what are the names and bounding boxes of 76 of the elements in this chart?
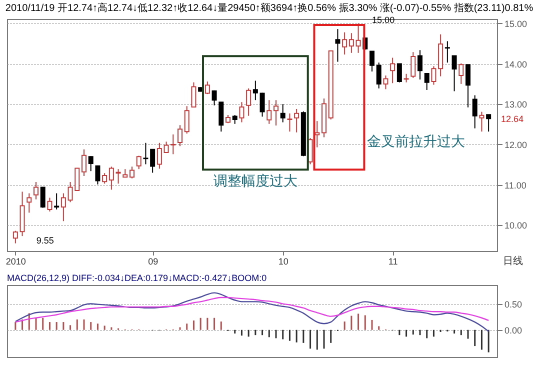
candlestick: [116, 168, 121, 184]
candlestick: [88, 156, 94, 172]
candlestick: [143, 142, 148, 165]
y-tick-label: 10.00: [504, 220, 528, 231]
candlestick: [314, 120, 320, 148]
candlestick: [424, 72, 430, 91]
y-tick-label: 12.00: [504, 140, 528, 150]
candlestick: [26, 192, 32, 214]
candlestick: [466, 64, 470, 108]
candlestick: [108, 166, 114, 190]
x-tick-label: 09: [148, 256, 158, 266]
candlestick: [95, 164, 100, 185]
candlestick: [150, 148, 156, 174]
candlestick: [136, 155, 142, 170]
x-tick-label: 11: [388, 256, 398, 266]
candlestick: [458, 62, 464, 84]
candlestick: [335, 28, 340, 62]
candlestick: [431, 66, 436, 86]
candlestick: [130, 166, 134, 179]
y-tick-label: 14.00: [504, 59, 528, 70]
candlestick: [348, 32, 354, 54]
line-series: [14, 292, 490, 332]
x-tick-label: 10: [278, 256, 288, 266]
chart-title: MACD(26,12,9) DIFF:-0.034↓DEA:0.179↓MACD:-0.427↓BOOM:0: [7, 273, 267, 283]
candlestick: [452, 55, 457, 92]
candlestick: [260, 92, 265, 118]
candlestick: [410, 52, 416, 78]
candlestick: [396, 63, 402, 83]
candlestick: [294, 108, 300, 133]
candlestick: [274, 100, 278, 126]
candlestick: [266, 100, 272, 124]
candlestick: [47, 197, 52, 212]
candlestick: [191, 82, 196, 108]
candlestick: [12, 230, 18, 244]
candlestick: [280, 104, 286, 123]
candlestick: [376, 62, 382, 89]
candlestick: [252, 80, 258, 101]
candlestick: [444, 40, 450, 64]
annotation: 15.00: [372, 15, 395, 26]
candlestick: [486, 114, 492, 132]
candlestick: [204, 81, 210, 95]
candlestick: [342, 32, 348, 56]
y-tick-label: 11.00: [504, 180, 526, 190]
candlestick: [184, 106, 190, 134]
annotation: 金叉前拉升过大: [367, 132, 466, 149]
annotation: 调整幅度过大: [213, 172, 298, 188]
candlestick: [40, 186, 46, 208]
chart-title: 2010/11/19 开12.74↑高12.74↓低12.32↑收12.64↓量29450↑额3694↑换0.56% 振3.30% 涨(-0.07)-0.55% 指数(23.11)0.81%: [5, 2, 534, 14]
candlestick: [356, 22, 361, 54]
candlestick: [178, 124, 182, 147]
line-series: [14, 296, 490, 323]
candlestick: [156, 142, 162, 170]
candlestick: [102, 172, 108, 184]
text: 日线: [503, 255, 523, 267]
candlestick: [82, 148, 86, 176]
y-tick-label: 15.00: [504, 18, 528, 29]
y-tick-label: 0.00: [504, 325, 522, 336]
candlestick: [390, 57, 396, 84]
candlestick: [34, 182, 38, 200]
candlestick: [60, 192, 66, 222]
y-tick-label: 13.00: [504, 100, 528, 110]
annotation: 9.55: [36, 236, 54, 246]
candlestick: [239, 102, 244, 123]
text: 12.64: [501, 114, 524, 124]
candlestick: [212, 90, 217, 106]
candlestick: [479, 111, 484, 132]
candlestick: [472, 94, 478, 129]
candlestick: [383, 74, 388, 90]
y-tick-label: 0.50: [504, 299, 522, 310]
x-tick-label: 2010: [6, 256, 26, 266]
candlestick: [54, 192, 60, 210]
candlestick: [418, 50, 422, 80]
candlestick: [246, 88, 252, 116]
candlestick: [287, 112, 292, 132]
candlestick: [370, 50, 374, 72]
candlestick: [218, 102, 224, 132]
